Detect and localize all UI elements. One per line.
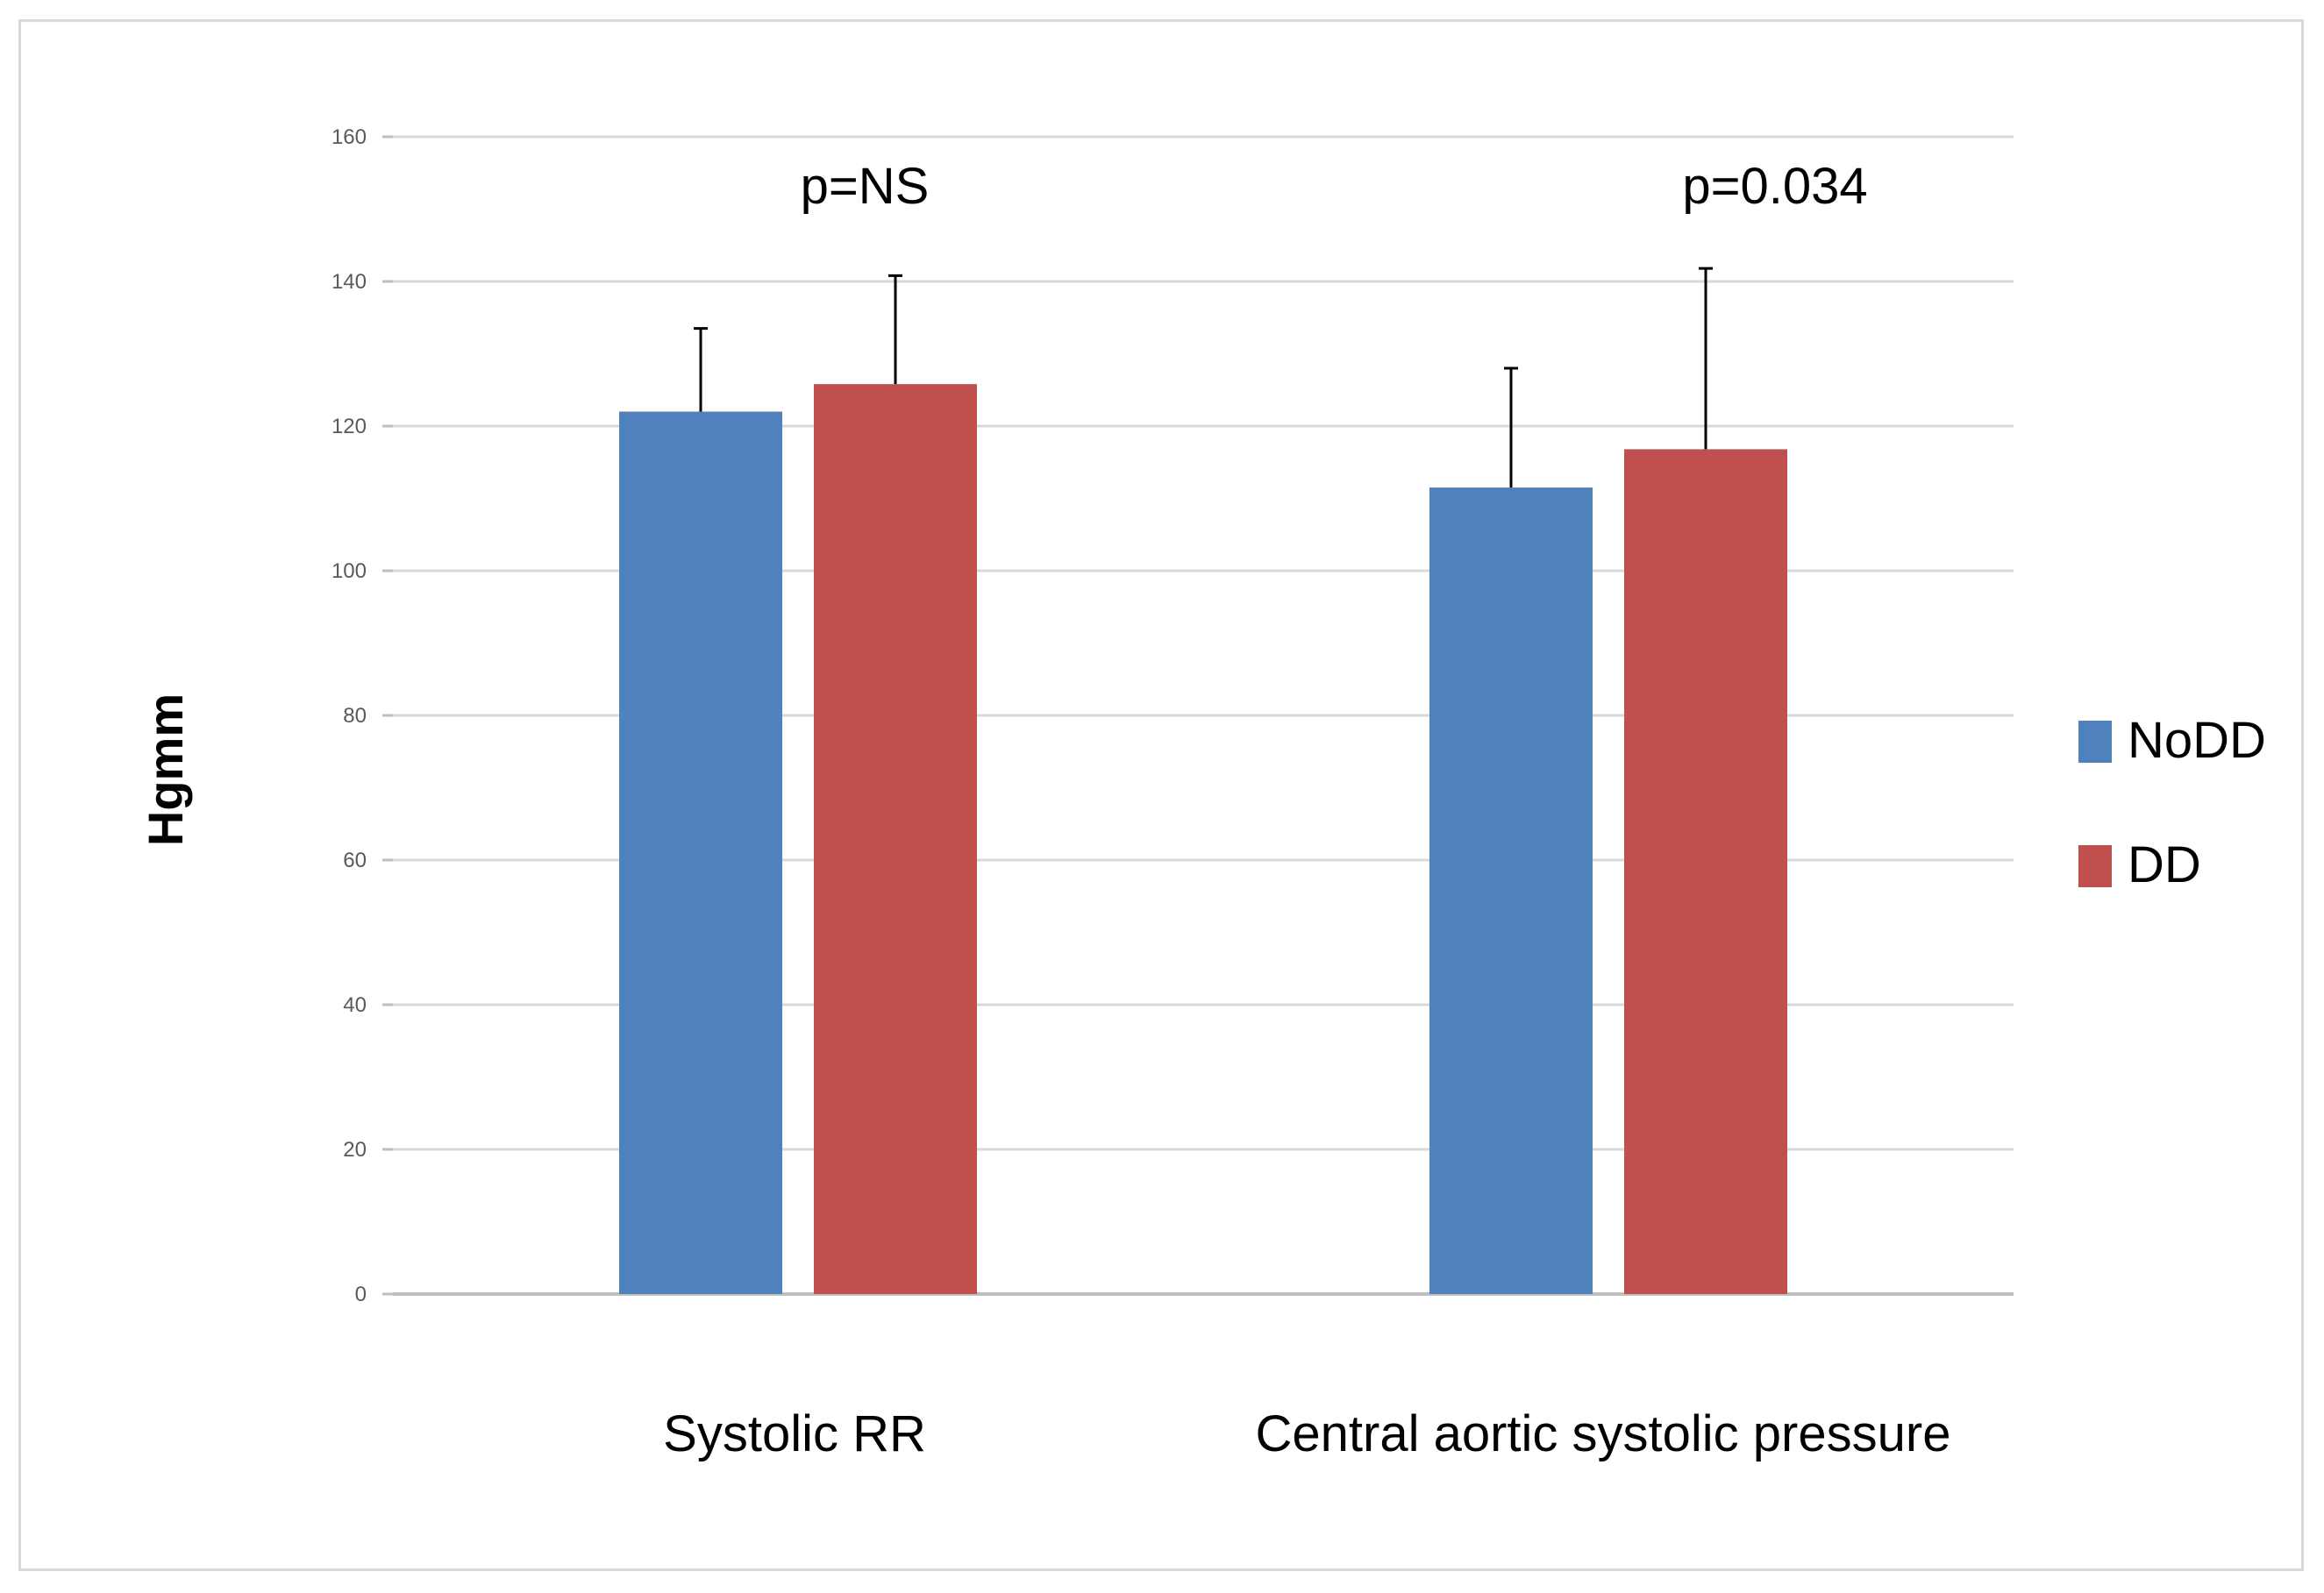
y-axis-title: Hgmm — [138, 693, 193, 846]
y-tick-label: 80 — [343, 704, 367, 728]
labels: 0 20 40 60 80 100 120 140 160 Systolic RR p=NS Cent… — [331, 125, 1951, 1462]
p-value-annotation: p=NS — [801, 158, 930, 215]
bar-dd-0 — [814, 384, 977, 1294]
legend: NoDD DD — [2078, 712, 2266, 893]
y-tick-label: 40 — [343, 993, 367, 1017]
y-tick-label: 20 — [343, 1138, 367, 1162]
chart-frame — [18, 19, 2304, 1571]
legend-swatch-nodd — [2078, 721, 2112, 763]
category-label: Central aortic systolic pressure — [1256, 1405, 1951, 1462]
y-tick-label: 0 — [355, 1283, 367, 1306]
legend-label-dd: DD — [2128, 836, 2201, 893]
y-tick-label: 100 — [331, 559, 367, 583]
bar-dd-1 — [1624, 449, 1787, 1294]
legend-swatch-dd — [2078, 845, 2112, 887]
legend-label-nodd: NoDD — [2128, 712, 2266, 769]
p-value-annotation: p=0.034 — [1682, 158, 1867, 215]
category-label: Systolic RR — [663, 1405, 926, 1462]
y-tick-label: 160 — [331, 125, 367, 149]
y-tick-label: 140 — [331, 270, 367, 294]
bar-nodd-0 — [619, 411, 782, 1294]
y-tick-label: 120 — [331, 415, 367, 438]
y-tick-label: 60 — [343, 849, 367, 872]
bar-nodd-1 — [1429, 487, 1593, 1294]
error-bars — [694, 267, 1713, 488]
bars — [619, 384, 1787, 1294]
